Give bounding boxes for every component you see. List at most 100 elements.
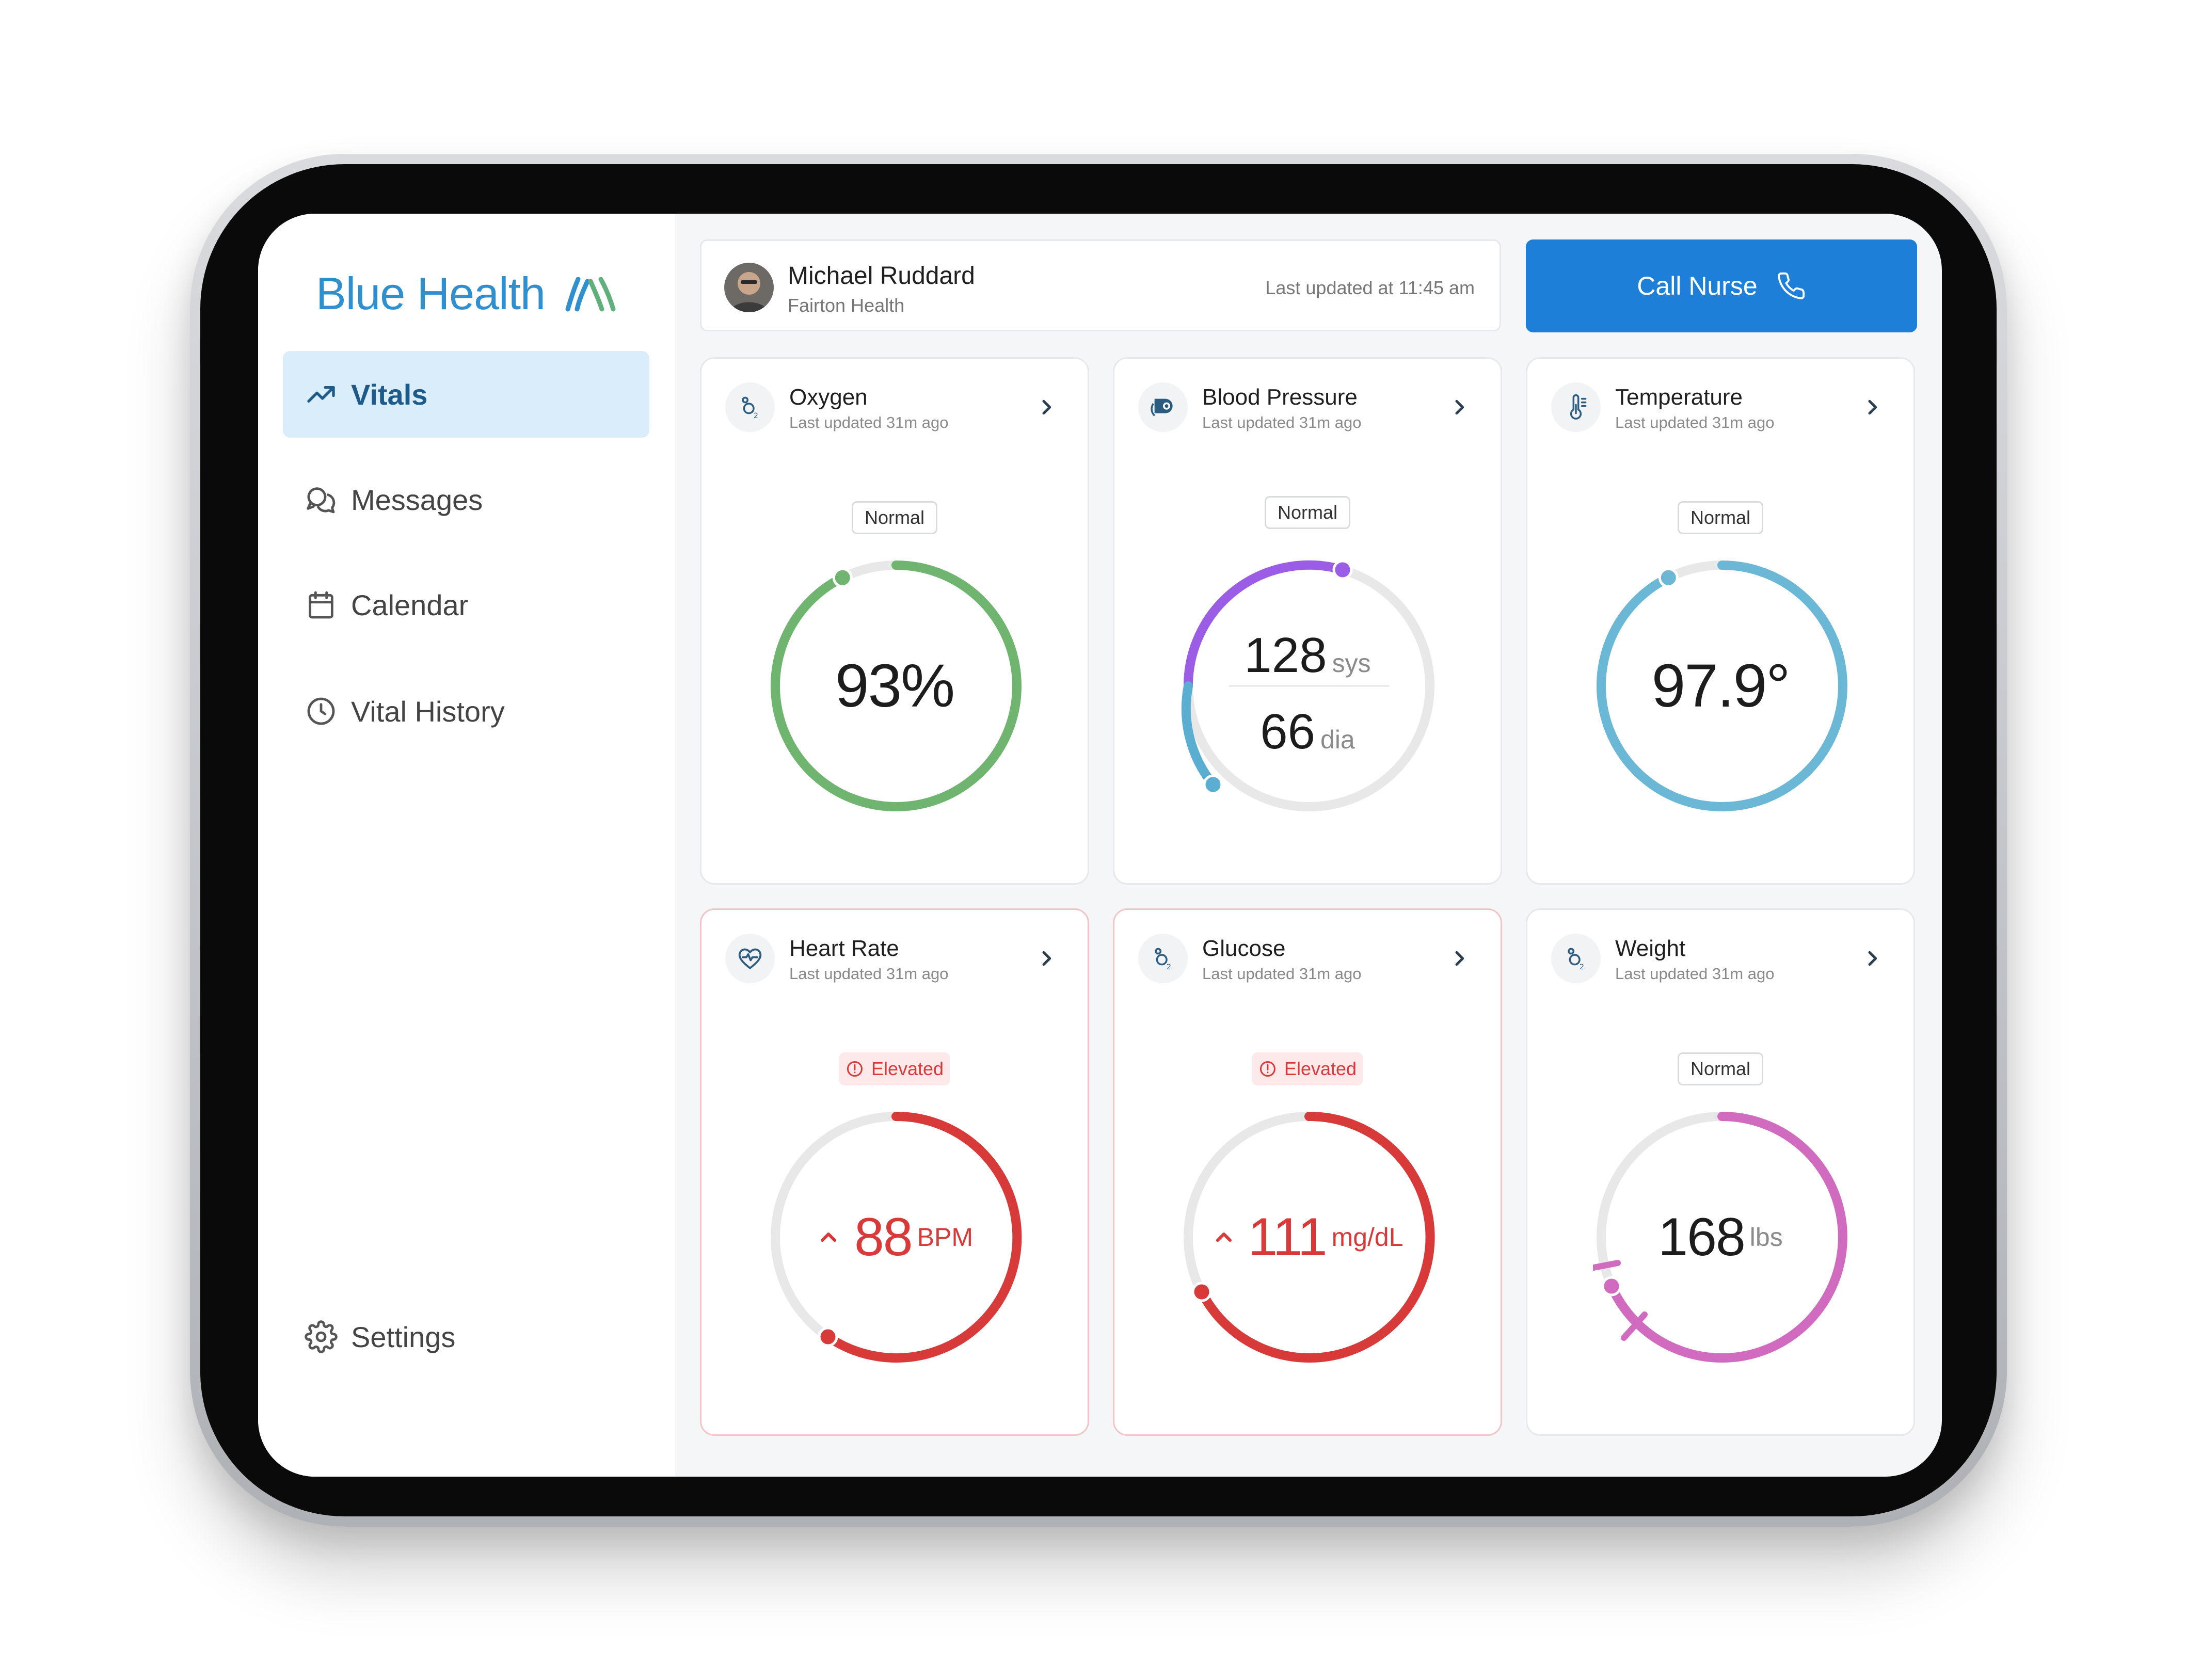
chevron-right-icon[interactable] [1862,948,1883,969]
svg-text:2: 2 [1580,963,1584,971]
chat-bubbles-icon [307,487,336,514]
call-nurse-button[interactable]: Call Nurse [1526,239,1917,332]
blood-pressure-cuff-icon [1151,398,1173,417]
alert-circle-icon [847,1061,863,1077]
vital-unit: lbs [1749,1223,1783,1252]
diastolic-display: 66 dia [1114,703,1501,760]
card-updated: Last updated 31m ago [789,965,949,983]
chevron-right-icon[interactable] [1862,397,1883,418]
oxygen-gauge [770,561,1022,811]
vital-value: 168 [1658,1207,1746,1267]
patient-card: Michael Ruddard Fairton Health Last upda… [700,239,1501,331]
thermometer-icon [1570,394,1587,420]
nav-item-messages[interactable]: Messages [283,456,649,543]
value-display: 111 mg/dL [1114,1108,1501,1366]
nav-label-messages: Messages [351,483,483,516]
nav-item-settings[interactable]: Settings [283,1293,649,1380]
card-icon-wrap: 2 [725,382,775,432]
nav-item-calendar[interactable]: Calendar [283,562,649,648]
status-badge: Normal [851,501,938,534]
chevron-up-icon [820,1233,836,1242]
status-text: Elevated [1284,1058,1357,1079]
phone-icon [1777,272,1805,299]
svg-text:2: 2 [1167,963,1171,971]
status-text: Normal [1690,1058,1751,1079]
brand[interactable]: Blue Health [316,265,617,322]
brand-logo-icon [565,277,616,312]
glucose-gauge [1184,1111,1435,1363]
vital-card-heart-rate[interactable]: Heart Rate Last updated 31m ago Elevated… [700,908,1089,1436]
systolic-display: 128 sys [1114,627,1501,684]
card-updated: Last updated 31m ago [789,413,949,431]
vital-card-blood-pressure[interactable]: Blood Pressure Last updated 31m ago Norm… [1113,357,1502,885]
app-screen: Blue Health Vitals Messages [258,214,1942,1477]
chevron-right-icon[interactable] [1036,397,1057,418]
vital-value: 88 [854,1207,913,1267]
weight-icon: 2 [1568,948,1584,971]
call-nurse-label: Call Nurse [1637,271,1758,300]
nav-item-vital-history[interactable]: Vital History [283,668,649,755]
blood-pressure-gauge [1181,559,1434,811]
status-text: Elevated [871,1058,944,1079]
card-title: Glucose [1202,936,1286,961]
card-title: Weight [1615,936,1686,961]
vital-card-oxygen[interactable]: 2 Oxygen Last updated 31m ago Normal 93% [700,357,1089,885]
chevron-up-icon [1216,1233,1232,1242]
systolic-value: 128 [1244,628,1327,683]
card-updated: Last updated 31m ago [1615,413,1775,431]
avatar-photo-icon [724,263,774,312]
status-badge: Normal [1264,496,1351,529]
card-updated: Last updated 31m ago [1615,965,1775,983]
sidebar: Blue Health Vitals Messages [258,214,675,1477]
status-text: Normal [1277,502,1338,523]
card-updated: Last updated 31m ago [1202,965,1362,983]
clock-icon [307,697,335,725]
vital-value: 111 [1248,1207,1327,1267]
gear-icon [305,1320,338,1353]
diastolic-value: 66 [1260,704,1316,759]
vital-card-weight[interactable]: 2 Weight Last updated 31m ago Normal 168… [1526,908,1915,1436]
vital-value: 93% [835,652,955,720]
heart-pulse-icon [738,948,762,969]
last-updated-text: Last updated at 11:45 am [1265,277,1475,298]
brand-name: Blue Health [316,268,546,319]
value-display: 97.9° [1527,557,1913,815]
chevron-right-icon[interactable] [1036,948,1057,969]
patient-name: Michael Ruddard [788,262,975,290]
value-display: 168 lbs [1527,1108,1913,1366]
trend-up-icon [307,386,335,403]
weight-gauge [1593,1112,1847,1363]
nav-item-vitals[interactable]: Vitals [283,351,649,438]
oxygen-icon: 2 [742,396,758,420]
status-text: Normal [864,507,925,528]
nav-label-settings: Settings [351,1320,456,1353]
card-updated: Last updated 31m ago [1202,413,1362,431]
vital-unit: BPM [917,1223,974,1252]
alert-circle-icon [1259,1061,1275,1077]
card-title: Blood Pressure [1202,385,1358,410]
svg-text:2: 2 [754,412,758,420]
avatar[interactable] [724,263,774,312]
card-icon-wrap [1551,382,1601,432]
status-text: Normal [1690,507,1751,528]
nav-label-vitals: Vitals [351,378,428,411]
chevron-right-icon[interactable] [1449,948,1470,969]
value-display: 93% [701,557,1088,815]
card-icon-wrap [725,934,775,983]
chevron-right-icon[interactable] [1449,397,1470,418]
patient-organization: Fairton Health [788,295,905,316]
systolic-unit: sys [1332,649,1371,678]
status-badge: Elevated [1252,1052,1363,1085]
temperature-gauge [1596,561,1847,811]
calendar-icon [309,591,333,619]
heart-rate-gauge [771,1112,1022,1363]
glucose-icon: 2 [1155,948,1171,971]
diastolic-unit: dia [1320,725,1355,754]
nav-label-vital-history: Vital History [351,695,505,728]
card-title: Oxygen [789,385,868,410]
value-display: 88 BPM [701,1108,1088,1366]
vital-card-temperature[interactable]: Temperature Last updated 31m ago Normal … [1526,357,1915,885]
card-icon-wrap: 2 [1138,934,1188,983]
vital-card-glucose[interactable]: 2 Glucose Last updated 31m ago Elevated … [1113,908,1502,1436]
nav-label-calendar: Calendar [351,588,469,621]
